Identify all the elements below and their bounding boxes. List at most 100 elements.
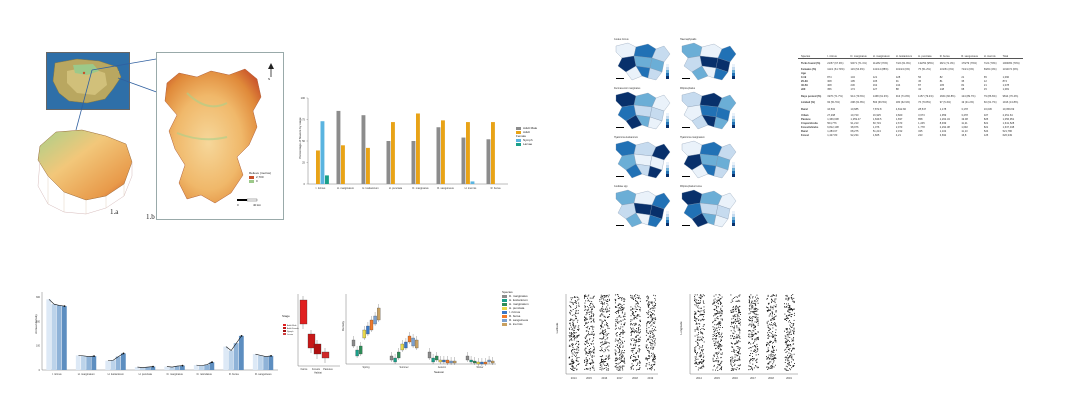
data-point [577, 299, 579, 301]
data-point [618, 321, 620, 323]
data-point [774, 339, 776, 341]
data-point [633, 323, 635, 324]
data-point [618, 340, 620, 342]
data-point [772, 333, 774, 335]
data-point [753, 308, 755, 310]
province-polygon [713, 214, 729, 228]
data-point [713, 340, 715, 342]
data-point [773, 349, 775, 351]
data-point [698, 339, 700, 341]
data-point [775, 310, 777, 312]
table-header-cell: R. bursa [936, 54, 959, 59]
data-point [774, 298, 776, 300]
data-point [599, 364, 601, 366]
panel-species-boxplot: Spring Summer Autumn Winter Density Season … [338, 290, 540, 376]
data-point [767, 310, 769, 312]
data-point [786, 334, 788, 336]
latitude-ylabel: Latitude [555, 322, 559, 334]
data-point [587, 360, 589, 362]
bar [164, 366, 170, 370]
data-point [736, 359, 738, 361]
table-cell: 35 [961, 80, 965, 83]
data-point [786, 351, 788, 352]
data-point [591, 306, 593, 308]
data-point [766, 357, 768, 359]
data-point [787, 299, 789, 301]
data-point [695, 305, 697, 307]
data-point [748, 334, 750, 336]
data-point [695, 301, 697, 303]
data-point [615, 333, 617, 335]
data-point [772, 366, 774, 367]
data-point [738, 295, 740, 297]
data-point [766, 351, 768, 353]
data-point [774, 313, 775, 315]
data-point [590, 309, 592, 311]
trend-line [48, 299, 65, 307]
data-point [585, 321, 587, 323]
data-point [630, 306, 632, 308]
scale-bar [682, 225, 690, 226]
data-point [607, 363, 609, 365]
choropleth-map: Ixodes ricinus [612, 36, 676, 83]
table-cell: 131/51 (0%) [939, 68, 954, 71]
data-point [733, 327, 735, 328]
data-point [766, 358, 768, 360]
table-cell: 4,812.82 [895, 107, 906, 111]
data-point [647, 350, 649, 351]
table-row: Forest 1,427.83 92,234 1,825 4,21 223 3,692 16,… [798, 134, 1023, 138]
data-point [767, 343, 769, 345]
data-point [787, 298, 789, 300]
data-point [703, 303, 705, 304]
data-point [650, 332, 652, 334]
table-cell: 1,959 [939, 114, 947, 117]
data-point [774, 340, 776, 342]
data-point [614, 306, 616, 308]
data-point [732, 332, 734, 334]
scale-bar [616, 127, 624, 128]
x-tick-label: Pastures [323, 368, 333, 371]
map-title: Rhipicephalus bursa [680, 185, 702, 188]
data-point [639, 367, 641, 369]
data-point [751, 301, 753, 303]
data-point [772, 357, 774, 359]
data-point [703, 309, 705, 311]
legend-label: Adult Male [287, 324, 297, 327]
data-point [573, 314, 575, 316]
data-point [635, 345, 637, 347]
data-point [699, 302, 701, 304]
data-point [630, 357, 632, 359]
data-point [751, 368, 753, 370]
data-point [606, 301, 608, 302]
data-point [639, 338, 640, 340]
data-point [635, 300, 637, 302]
data-point [792, 343, 794, 345]
data-point [694, 320, 695, 321]
table-cell: 143 [850, 76, 855, 79]
data-point [620, 303, 622, 305]
data-point [754, 303, 756, 304]
data-point [734, 356, 736, 358]
data-point [738, 348, 740, 350]
data-point [608, 310, 610, 312]
table-cell: 1,849.5 [872, 118, 882, 121]
data-point [712, 303, 714, 305]
data-point [721, 336, 723, 337]
data-point [754, 309, 756, 310]
data-point [698, 307, 700, 309]
data-point [701, 359, 703, 361]
data-point [619, 320, 621, 322]
data-point [652, 348, 654, 350]
data-point [793, 353, 795, 355]
data-point [654, 358, 656, 360]
choropleth-map: Hyalomma lusitanicum [612, 134, 676, 181]
data-point [767, 295, 769, 297]
data-point [755, 351, 757, 353]
data-point [752, 306, 754, 308]
data-point [716, 352, 717, 354]
data-point [737, 337, 739, 339]
data-point [569, 339, 571, 341]
data-point [790, 309, 792, 311]
data-point [775, 349, 777, 351]
data-point [737, 306, 738, 308]
